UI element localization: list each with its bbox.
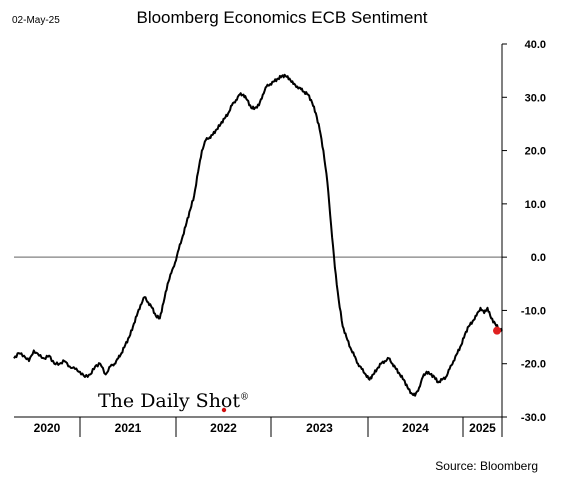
last-point-marker (493, 326, 501, 335)
watermark-registered-mark: ® (240, 392, 250, 403)
series-group (13, 73, 503, 397)
source-note: Source: Bloomberg (435, 459, 538, 473)
x-axis-ticks: 2020 2021 2022 2023 2024 2025 (34, 417, 496, 437)
x-tick-label: 2020 (34, 421, 61, 435)
date-stamp: 02-May-25 (12, 15, 60, 26)
y-tick-label: 10.0 (525, 199, 546, 211)
y-tick-label: -10.0 (521, 305, 546, 317)
x-tick-label: 2021 (115, 421, 142, 435)
x-tick-label: 2024 (402, 421, 429, 435)
y-tick-label: 30.0 (525, 92, 546, 104)
chart-axes (14, 44, 503, 437)
y-tick-label: -30.0 (521, 412, 546, 424)
x-tick-label: 2023 (306, 421, 333, 435)
y-axis-ticks: 40.0 30.0 20.0 10.0 0.0 -10.0 -20.0 -30.0 (502, 39, 546, 424)
y-tick-label: -20.0 (521, 359, 546, 371)
y-tick-label: 20.0 (525, 146, 546, 158)
watermark-dot (221, 407, 227, 413)
watermark-logo: The Daily Shot® (98, 390, 249, 412)
watermark-text: The Daily Shot (98, 390, 241, 412)
x-tick-label: 2022 (210, 421, 237, 435)
y-tick-label: 40.0 (525, 39, 546, 51)
y-tick-label: 0.0 (531, 252, 546, 264)
x-tick-label: 2025 (469, 421, 496, 435)
chart-title: Bloomberg Economics ECB Sentiment (136, 8, 428, 27)
series-line (13, 73, 503, 397)
